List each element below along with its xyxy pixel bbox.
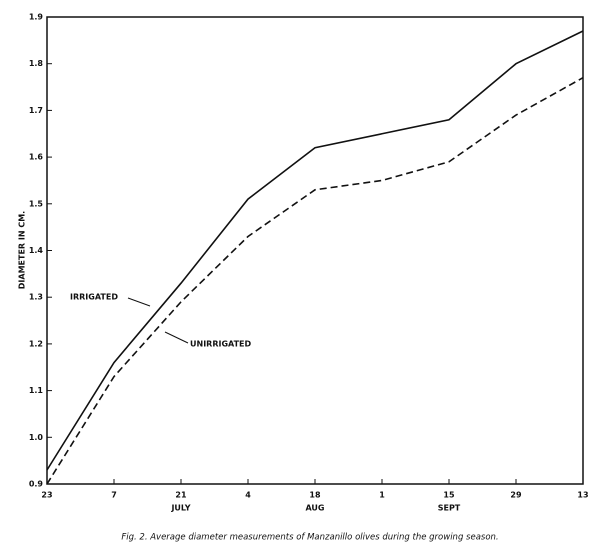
x-tick-label: 23 [41,491,52,500]
line [46,30,584,471]
y-tick-label: 0.9 [29,480,44,489]
series-label: IRRIGATED [70,293,118,302]
x-group-label: AUG [305,504,324,513]
x-tick-label: 4 [245,491,251,500]
y-tick-label: 1.4 [29,246,44,255]
y-tick-label: 1.6 [29,153,44,162]
y-tick-label: 1.9 [29,13,44,22]
y-tick-label: 1.3 [29,293,43,302]
caption: Fig. 2. Average diameter measurements of… [121,533,498,543]
x-tick-label: 29 [510,491,522,500]
y-tick-label: 1.0 [29,433,44,442]
y-tick-label: 1.7 [29,106,43,115]
x-tick-label: 1 [379,491,385,500]
y-tick-label: 1.8 [29,59,44,68]
series-label: UNIRRIGATED [190,340,252,349]
x-tick-label: 21 [175,491,187,500]
y-tick-label: 1.2 [29,339,43,348]
x-group-label: JULY [170,504,190,513]
x-tick-label: 13 [577,491,588,500]
x-tick-label: 18 [309,491,321,500]
leader-line [164,331,189,344]
x-tick-label: 7 [111,491,117,500]
y-axis-label: DIAMETER IN CM. [18,211,27,289]
y-tick-label: 1.5 [29,199,44,208]
x-tick-label: 15 [443,491,455,500]
leader-line [127,297,151,307]
y-tick-label: 1.1 [29,386,44,395]
x-group-label: SEPT [438,504,461,513]
plot-frame [46,16,584,485]
line [46,77,584,485]
